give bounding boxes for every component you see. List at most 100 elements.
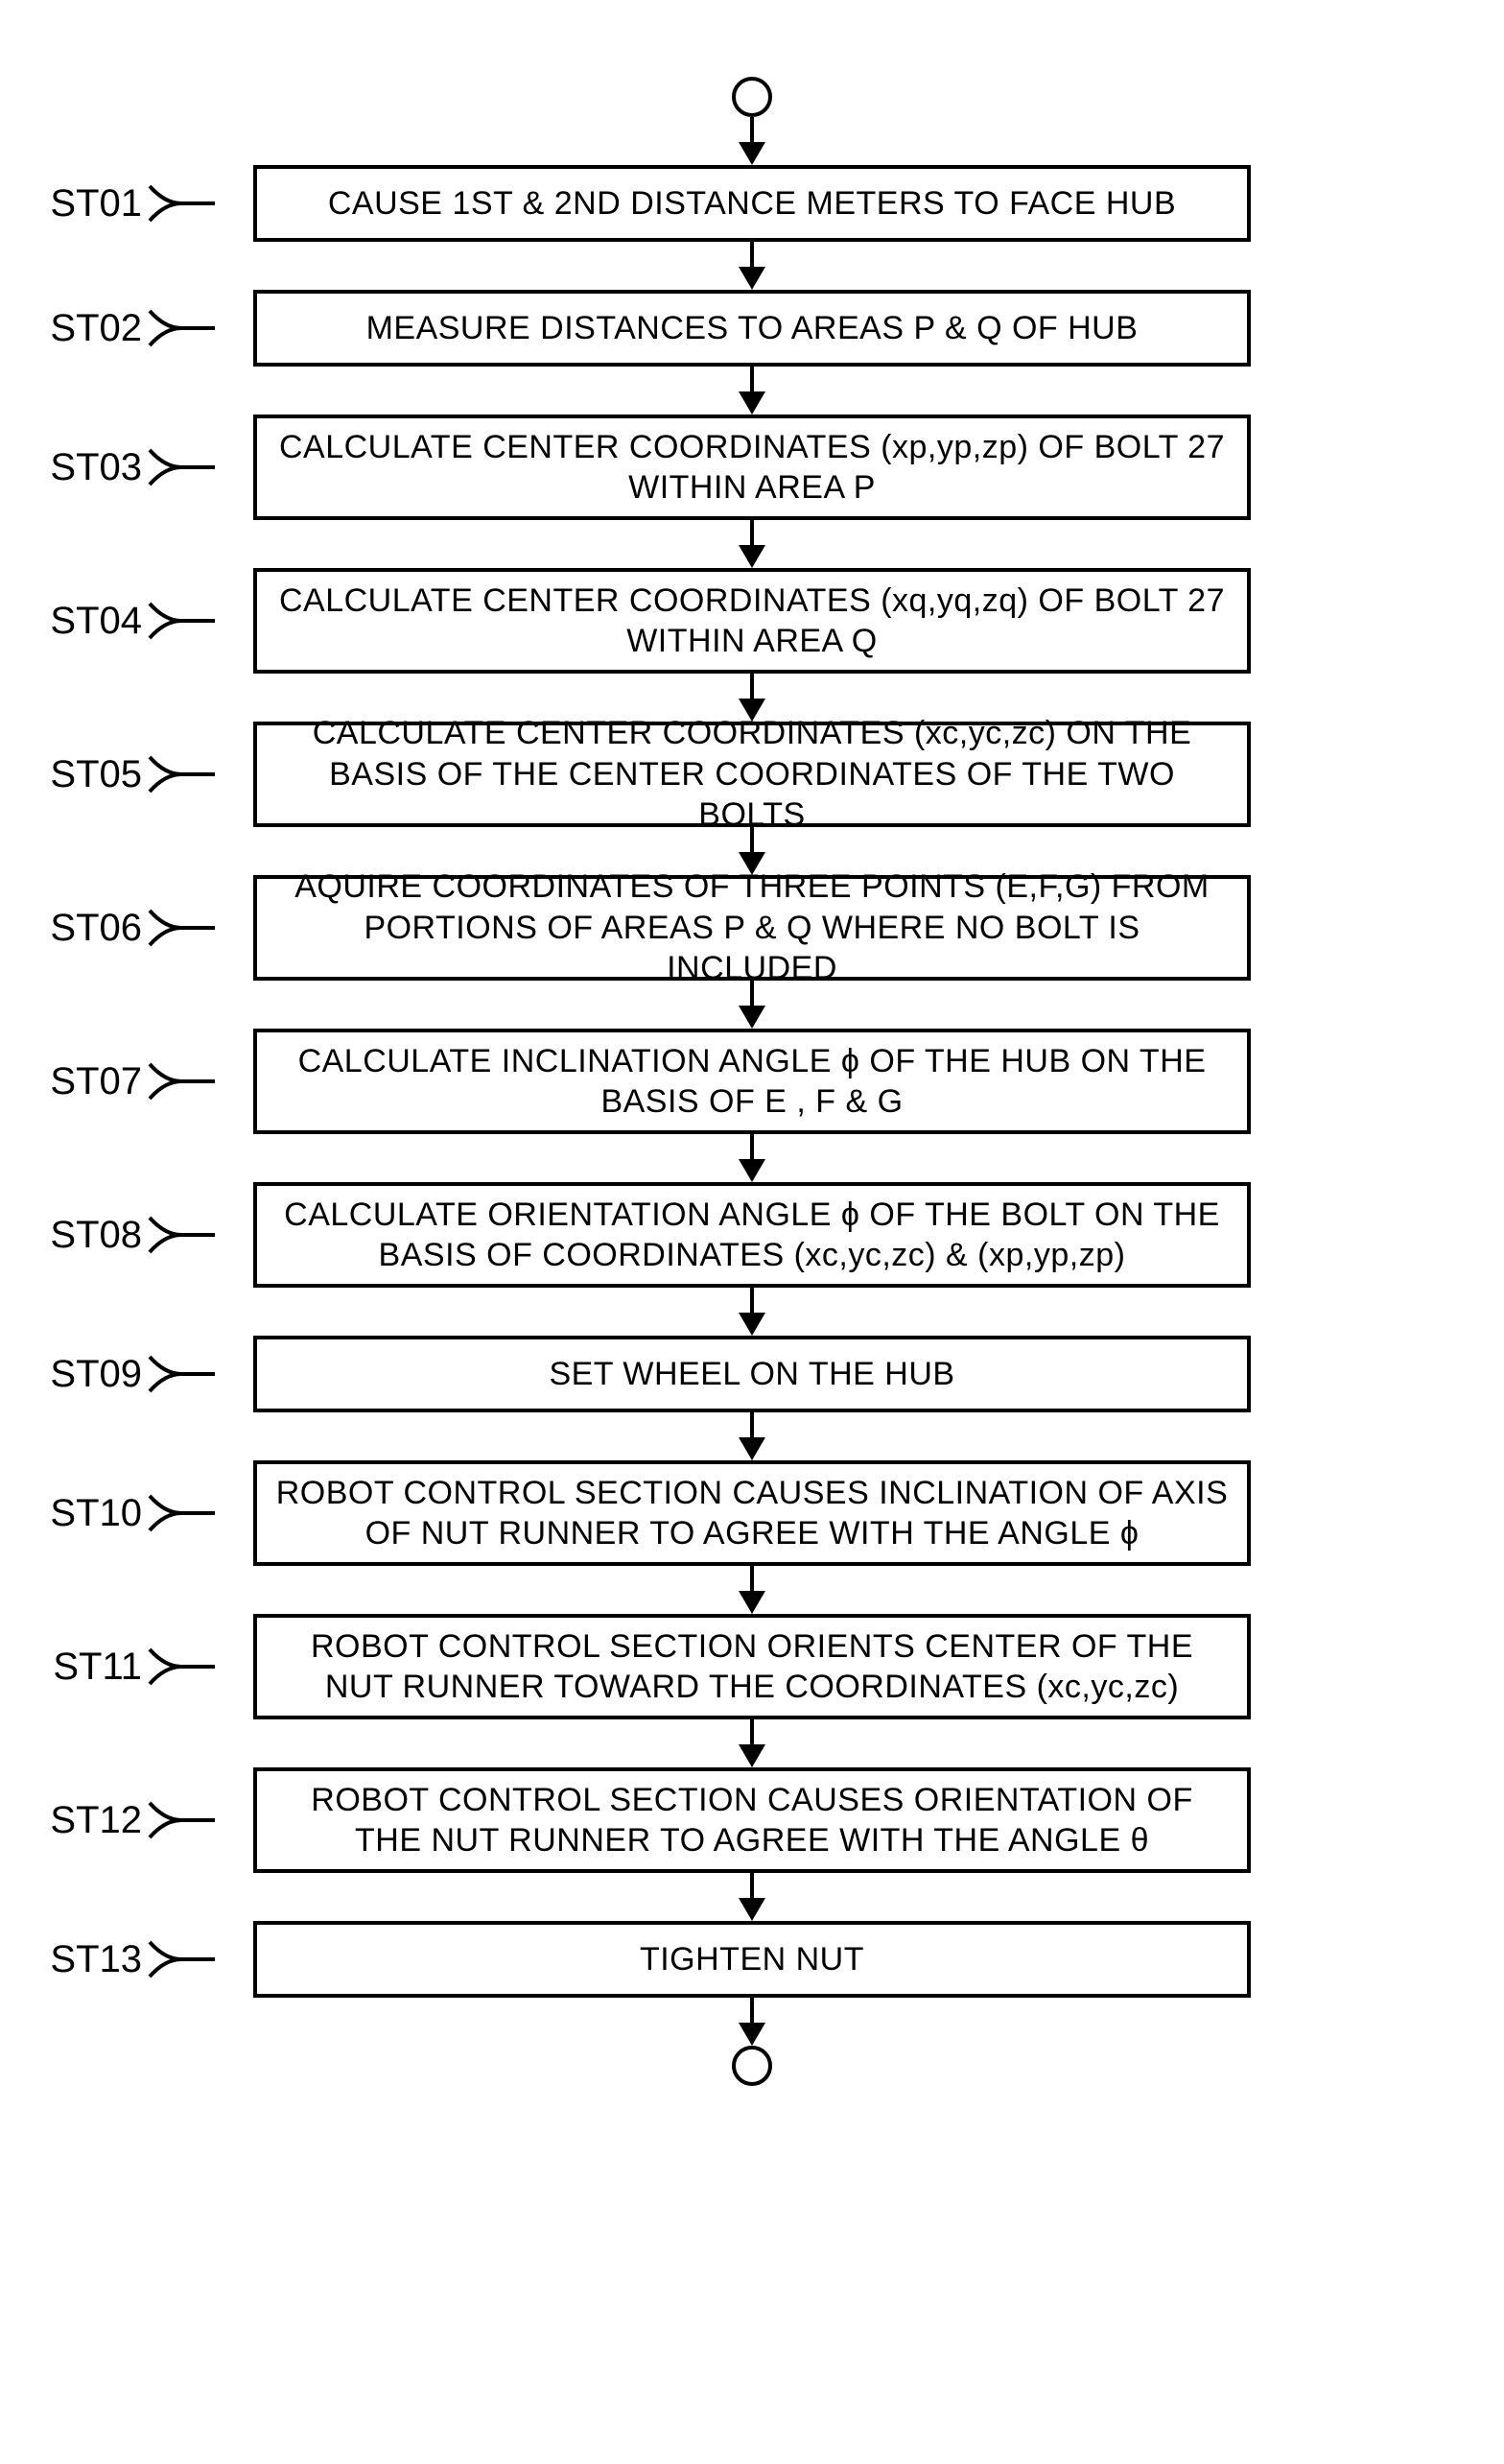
step-box: ROBOT CONTROL SECTION CAUSES ORIENTATION… (253, 1767, 1251, 1873)
arrow-line (750, 1134, 754, 1161)
flow-arrow (739, 1566, 765, 1614)
arrow-line (750, 367, 754, 393)
label-connector-curve (148, 1054, 215, 1108)
step-box: ROBOT CONTROL SECTION CAUSES INCLINATION… (253, 1460, 1251, 1566)
step-st01: ST01CAUSE 1ST & 2ND DISTANCE METERS TO F… (253, 165, 1251, 242)
label-connector-curve (148, 1793, 215, 1847)
step-label: ST07 (23, 1029, 215, 1134)
step-st09: ST09SET WHEEL ON THE HUB (253, 1336, 1251, 1412)
arrowhead-icon (739, 142, 765, 165)
flowchart: ST01 CAUSE 1ST & 2ND DISTANCE METERS TO F… (0, 77, 1504, 2086)
arrow-line (750, 1288, 754, 1315)
step-label: ST13 (23, 1921, 215, 1998)
flow-arrow (739, 1412, 765, 1460)
arrowhead-icon (739, 1159, 765, 1182)
arrow-line (750, 1412, 754, 1439)
page: ST01 CAUSE 1ST & 2ND DISTANCE METERS TO F… (0, 0, 1504, 2464)
start-terminator (732, 77, 772, 117)
arrow-line (750, 1998, 754, 2025)
arrowhead-icon (739, 1313, 765, 1336)
arrowhead-icon (739, 1898, 765, 1921)
label-connector-curve (148, 747, 215, 801)
arrowhead-icon (739, 267, 765, 290)
step-label-text: ST11 (53, 1646, 142, 1689)
arrow-line (750, 1566, 754, 1593)
step-st03: ST03CALCULATE CENTER COORDINATES (xp,yp,… (253, 415, 1251, 520)
arrowhead-icon (739, 1006, 765, 1029)
label-connector-curve (148, 1208, 215, 1262)
step-box: CAUSE 1ST & 2ND DISTANCE METERS TO FACE … (253, 165, 1251, 242)
arrowhead-icon (739, 1744, 765, 1767)
arrow-line (750, 117, 754, 144)
arrow-line (750, 1719, 754, 1746)
step-label: ST02 (23, 290, 215, 367)
label-connector-curve (148, 1347, 215, 1401)
step-box: TIGHTEN NUT (253, 1921, 1251, 1998)
step-box: CALCULATE CENTER COORDINATES (xq,yq,zq) … (253, 568, 1251, 674)
step-box: MEASURE DISTANCES TO AREAS P & Q OF HUB (253, 290, 1251, 367)
flow-arrow (739, 1719, 765, 1767)
step-label: ST03 (23, 415, 215, 520)
step-st04: ST04CALCULATE CENTER COORDINATES (xq,yq,… (253, 568, 1251, 674)
flow-arrow (739, 1998, 765, 2046)
label-connector-curve (148, 1932, 215, 1986)
step-label: ST01 (23, 165, 215, 242)
step-box: CALCULATE CENTER COORDINATES (xp,yp,zp) … (253, 415, 1251, 520)
step-st08: ST08CALCULATE ORIENTATION ANGLE ϕ OF THE… (253, 1182, 1251, 1288)
step-label-text: ST09 (50, 1353, 142, 1396)
step-label-text: ST13 (50, 1938, 142, 1981)
flow-arrow (739, 242, 765, 290)
flow-arrow (739, 520, 765, 568)
step-label: ST12 (23, 1767, 215, 1873)
step-label-text: ST07 (50, 1060, 142, 1103)
step-label-text: ST06 (50, 907, 142, 950)
step-label-text: ST02 (50, 307, 142, 350)
arrow-line (750, 520, 754, 547)
step-st07: ST07CALCULATE INCLINATION ANGLE ϕ OF THE… (253, 1029, 1251, 1134)
flow-arrow (739, 1288, 765, 1336)
step-st06: ST06AQUIRE COORDINATES OF THREE POINTS (… (253, 875, 1251, 981)
step-label: ST04 (23, 568, 215, 674)
step-label: ST06 (23, 875, 215, 981)
label-connector-curve (148, 901, 215, 955)
step-box: CALCULATE ORIENTATION ANGLE ϕ OF THE BOL… (253, 1182, 1251, 1288)
step-label-text: ST08 (50, 1214, 142, 1257)
arrowhead-icon (739, 1591, 765, 1614)
label-connector-curve (148, 594, 215, 648)
arrowhead-icon (739, 2023, 765, 2046)
step-label-text: ST05 (50, 753, 142, 796)
arrow-line (750, 674, 754, 700)
flow-arrow (739, 117, 765, 165)
arrow-line (750, 1873, 754, 1900)
step-label-text: ST01 (50, 182, 142, 225)
step-label: ST11 (23, 1614, 215, 1719)
step-st12: ST12ROBOT CONTROL SECTION CAUSES ORIENTA… (253, 1767, 1251, 1873)
flow-arrow (739, 1873, 765, 1921)
label-connector-curve (148, 177, 215, 230)
step-st13: ST13TIGHTEN NUT (253, 1921, 1251, 1998)
step-label-text: ST12 (50, 1799, 142, 1842)
flow-arrow (739, 367, 765, 415)
step-label-text: ST03 (50, 446, 142, 489)
label-connector-curve (148, 301, 215, 355)
flow-arrow (739, 1134, 765, 1182)
step-label: ST09 (23, 1336, 215, 1412)
arrowhead-icon (739, 391, 765, 415)
step-label-text: ST10 (50, 1492, 142, 1535)
step-label: ST08 (23, 1182, 215, 1288)
arrow-line (750, 242, 754, 269)
arrowhead-icon (739, 545, 765, 568)
label-connector-curve (148, 1486, 215, 1540)
label-connector-curve (148, 1640, 215, 1694)
end-terminator (732, 2046, 772, 2086)
step-st10: ST10ROBOT CONTROL SECTION CAUSES INCLINA… (253, 1460, 1251, 1566)
step-st05: ST05CALCULATE CENTER COORDINATES (xc,yc,… (253, 722, 1251, 827)
step-label: ST05 (23, 722, 215, 827)
step-label: ST10 (23, 1460, 215, 1566)
step-box: AQUIRE COORDINATES OF THREE POINTS (E,F,… (253, 875, 1251, 981)
step-label-text: ST04 (50, 600, 142, 643)
step-box: ROBOT CONTROL SECTION ORIENTS CENTER OF … (253, 1614, 1251, 1719)
step-st11: ST11ROBOT CONTROL SECTION ORIENTS CENTER… (253, 1614, 1251, 1719)
step-box: CALCULATE CENTER COORDINATES (xc,yc,zc) … (253, 722, 1251, 827)
label-connector-curve (148, 440, 215, 494)
